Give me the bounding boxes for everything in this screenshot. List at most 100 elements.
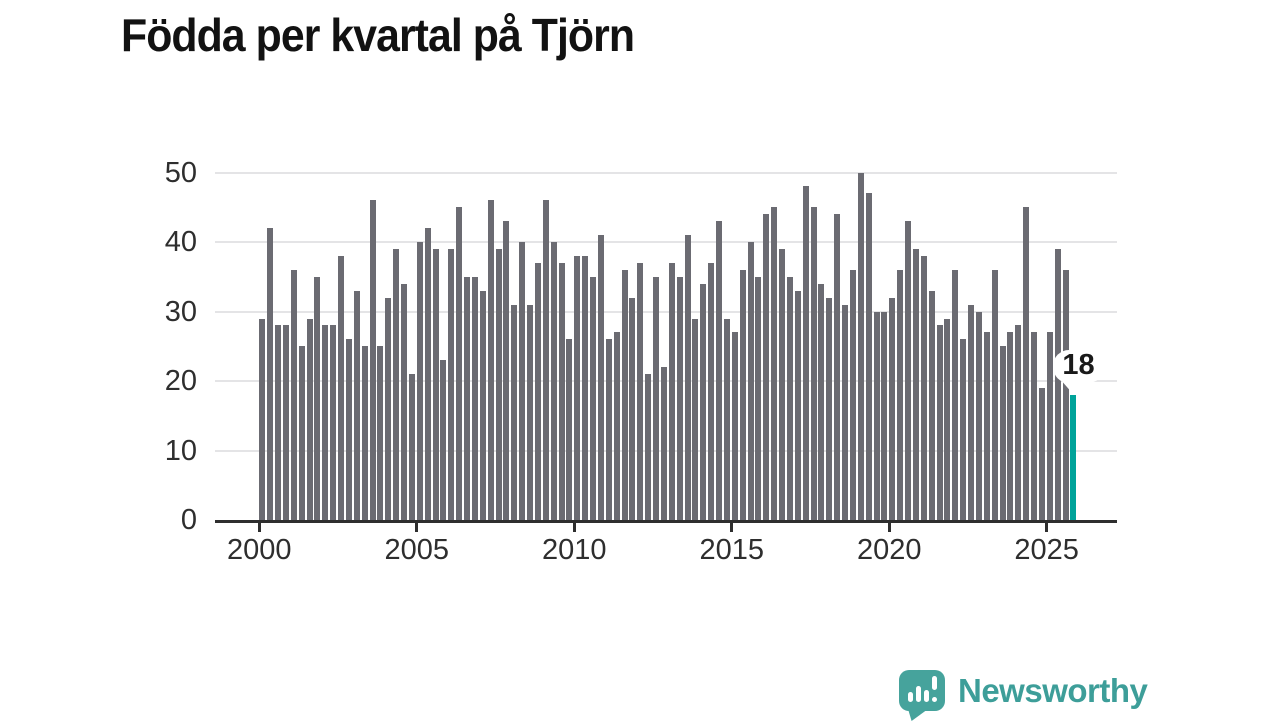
bar	[936, 325, 943, 520]
x-axis-tick-2005	[415, 523, 419, 532]
bar	[385, 297, 392, 520]
bar	[842, 304, 849, 520]
bar	[826, 297, 833, 520]
bar	[897, 269, 904, 520]
x-axis-tick-2000	[257, 523, 261, 532]
bar	[621, 269, 628, 520]
bar	[739, 269, 746, 520]
gridline-30	[215, 310, 1117, 313]
bar	[566, 339, 573, 520]
bar	[849, 269, 856, 520]
y-axis-label-0: 0	[180, 504, 197, 536]
bar	[290, 269, 297, 520]
bar	[393, 249, 400, 520]
bar	[747, 242, 754, 520]
bar	[1054, 249, 1061, 520]
bar	[708, 262, 715, 520]
bar	[542, 200, 549, 520]
bar	[456, 207, 463, 520]
bar	[282, 325, 289, 520]
bar	[1007, 332, 1014, 520]
bar	[377, 346, 384, 520]
logo-bar-small	[908, 692, 913, 702]
bar	[668, 262, 675, 520]
bar	[676, 276, 683, 520]
bar	[763, 214, 770, 520]
bar	[353, 290, 360, 520]
logo-bar-medium	[924, 690, 929, 702]
bar	[755, 276, 762, 520]
bar	[794, 290, 801, 520]
gridline-50	[215, 171, 1117, 174]
bar	[944, 318, 951, 520]
bar	[613, 332, 620, 520]
bar	[597, 235, 604, 520]
bar	[487, 200, 494, 520]
bar	[629, 297, 636, 520]
x-axis-label-2005: 2005	[384, 534, 450, 566]
bar	[802, 186, 809, 520]
x-axis-line	[215, 520, 1117, 523]
newsworthy-wordmark: Newsworthy	[958, 672, 1148, 709]
logo-speech-tail	[908, 709, 928, 721]
bar	[511, 304, 518, 520]
x-axis-label-2025: 2025	[1014, 534, 1079, 566]
bar	[731, 332, 738, 520]
bar	[889, 297, 896, 520]
bar	[1031, 332, 1038, 520]
x-axis-tick-2010	[572, 523, 576, 532]
bar	[999, 346, 1006, 520]
bar	[873, 311, 880, 520]
bar	[1015, 325, 1022, 520]
bar	[1046, 332, 1053, 520]
bar	[401, 283, 408, 520]
bar	[369, 200, 376, 520]
bar	[700, 283, 707, 520]
bar	[408, 374, 415, 520]
bar	[416, 242, 423, 520]
bar	[653, 276, 660, 520]
bar	[1038, 387, 1045, 520]
bar	[818, 283, 825, 520]
bar	[834, 214, 841, 520]
bar	[298, 346, 305, 520]
x-axis-tick-2025	[1045, 523, 1049, 532]
logo-bar-tall	[916, 686, 921, 702]
bar	[723, 318, 730, 520]
bar	[345, 339, 352, 520]
bar	[983, 332, 990, 520]
bar	[771, 207, 778, 520]
bar	[432, 249, 439, 520]
bar	[306, 318, 313, 520]
bar	[810, 207, 817, 520]
bar	[786, 276, 793, 520]
x-axis-tick-2015	[730, 523, 734, 532]
bar	[1062, 269, 1069, 520]
bar	[361, 346, 368, 520]
logo-exclamation-dot	[932, 697, 937, 702]
x-axis-label-2000: 2000	[227, 534, 292, 566]
bar	[1023, 207, 1030, 520]
bar	[716, 221, 723, 520]
bar	[267, 228, 274, 520]
gridline-40	[215, 241, 1117, 244]
bar	[779, 249, 786, 520]
bar	[275, 325, 282, 520]
y-axis-label-20: 20	[164, 365, 197, 398]
bar	[605, 339, 612, 520]
bar	[519, 242, 526, 520]
bar	[692, 318, 699, 520]
bar	[527, 304, 534, 520]
bar	[660, 367, 667, 520]
bar	[960, 339, 967, 520]
bar	[558, 262, 565, 520]
newsworthy-logo: Newsworthy	[899, 668, 1159, 721]
bar	[968, 304, 975, 520]
bar	[905, 221, 912, 520]
bar	[920, 255, 927, 520]
bar	[590, 276, 597, 520]
bar	[471, 276, 478, 520]
bar	[314, 276, 321, 520]
bar	[495, 249, 502, 520]
bar	[464, 276, 471, 520]
